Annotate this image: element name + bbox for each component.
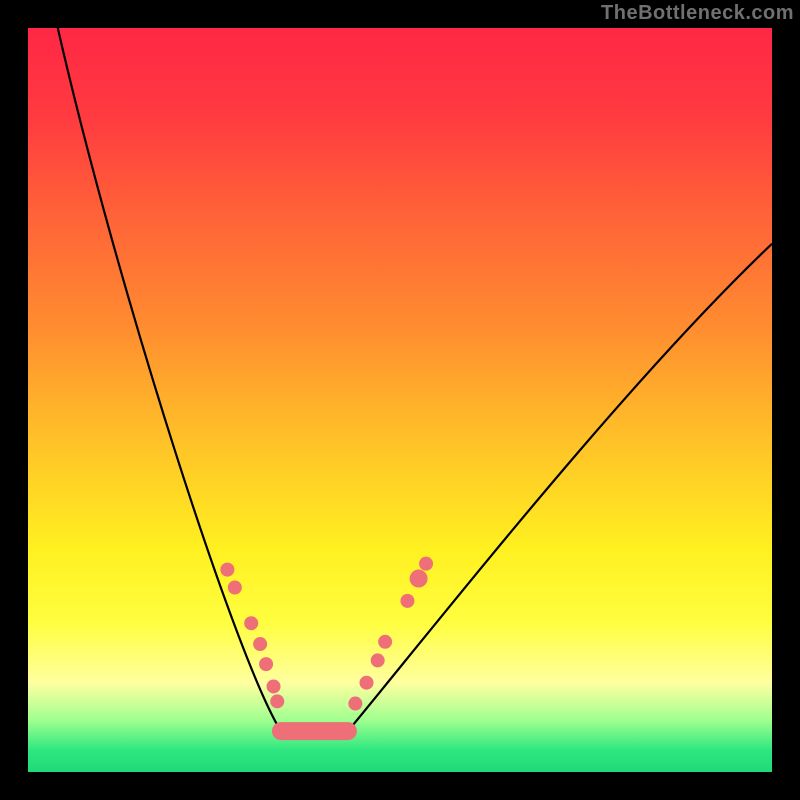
watermark-text: TheBottleneck.com [601,2,794,25]
plot-area [28,28,772,772]
marker-dot [371,653,385,667]
gradient-background [28,28,772,772]
marker-dot [259,657,273,671]
marker-dot [253,637,267,651]
marker-dot [419,557,433,571]
frame-border-right [772,0,800,800]
marker-dot [378,635,392,649]
marker-dot [244,616,258,630]
marker-dot [410,570,428,588]
frame-border-left [0,0,28,800]
marker-dot [220,563,234,577]
marker-dot [360,676,374,690]
marker-dot [400,594,414,608]
chart-root: TheBottleneck.com [0,0,800,800]
marker-dot [270,694,284,708]
marker-dot [348,697,362,711]
marker-dot [228,580,242,594]
marker-dot [267,679,281,693]
frame-border-bottom [0,772,800,800]
